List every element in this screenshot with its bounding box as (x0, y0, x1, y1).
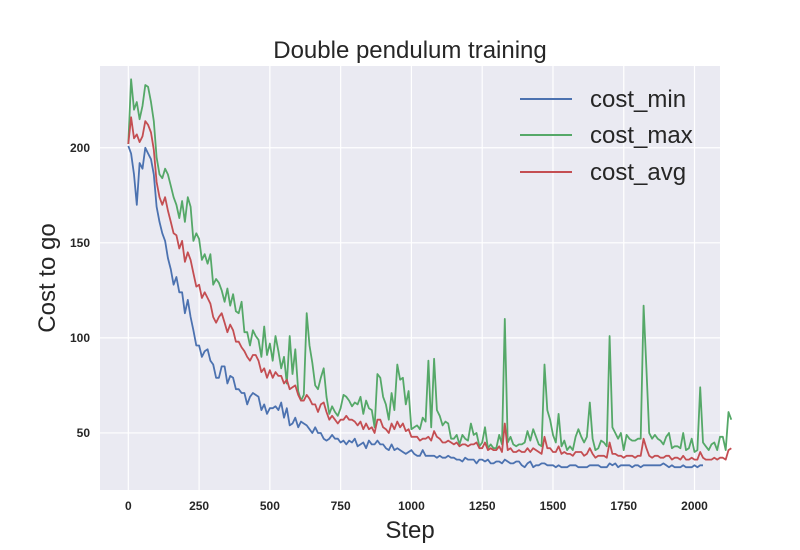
series-line-cost-min (127, 145, 703, 469)
legend-label-cost-avg: cost_avg (590, 159, 686, 186)
x-tick-labels: 0 250 500 750 1000 1250 1500 1750 2000 (125, 499, 708, 513)
x-tick-label: 250 (189, 499, 209, 513)
x-tick-label: 2000 (681, 499, 708, 513)
series-lines (127, 78, 733, 469)
y-tick-label: 200 (70, 141, 90, 155)
chart-title: Double pendulum training (273, 37, 547, 64)
y-axis-label: Cost to go (34, 223, 61, 332)
y-tick-label: 50 (77, 426, 91, 440)
legend: cost_min cost_max cost_avg (520, 86, 693, 186)
x-tick-label: 1250 (469, 499, 496, 513)
y-tick-labels: 50 100 150 200 (70, 141, 90, 440)
x-tick-label: 1750 (610, 499, 637, 513)
x-axis-label: Step (385, 517, 434, 544)
x-tick-label: 1000 (398, 499, 425, 513)
series-line-cost-max (127, 78, 733, 453)
x-tick-label: 750 (331, 499, 351, 513)
series-line-cost-avg (127, 116, 732, 461)
x-tick-label: 500 (260, 499, 280, 513)
x-tick-label: 0 (125, 499, 132, 513)
legend-label-cost-min: cost_min (590, 86, 686, 113)
y-tick-label: 100 (70, 331, 90, 345)
y-tick-label: 150 (70, 236, 90, 250)
legend-label-cost-max: cost_max (590, 122, 693, 149)
x-tick-label: 1500 (540, 499, 567, 513)
